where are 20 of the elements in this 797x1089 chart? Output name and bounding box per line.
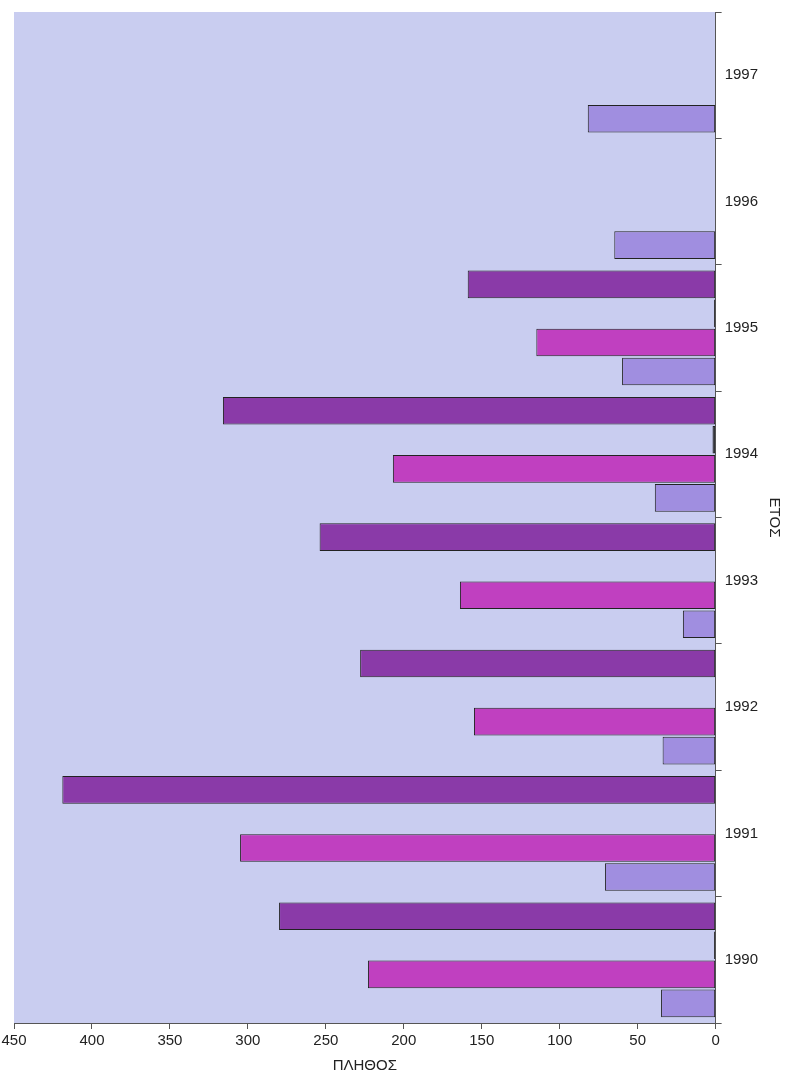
y-tick-label: 1992 [724, 697, 759, 715]
x-tick-label: 400 [79, 1031, 105, 1049]
x-tick-label: 250 [313, 1031, 339, 1049]
x-tick-label: 50 [629, 1031, 647, 1049]
x-tick-label: 100 [547, 1031, 573, 1049]
y-tick-label: 1993 [724, 570, 759, 588]
y-tick-label: 1997 [724, 65, 759, 83]
x-tick-label: 150 [469, 1031, 495, 1049]
x-tick-label: 200 [391, 1031, 417, 1049]
x-tick-label: 450 [1, 1031, 27, 1049]
x-tick-label: 0 [711, 1031, 720, 1049]
y-tick-label: 1996 [724, 191, 759, 209]
y-tick-label: 1995 [724, 318, 759, 336]
x-tick-label: 350 [157, 1031, 183, 1049]
y-tick-label: 1991 [724, 823, 759, 841]
y-tick-label: 1990 [724, 949, 759, 967]
x-tick-label: 300 [235, 1031, 261, 1049]
y-axis-title: ΕΤΟΣ [766, 497, 784, 538]
y-tick-label: 1994 [724, 444, 759, 462]
x-axis-title: ΠΛΗΘΟΣ [332, 1056, 397, 1074]
